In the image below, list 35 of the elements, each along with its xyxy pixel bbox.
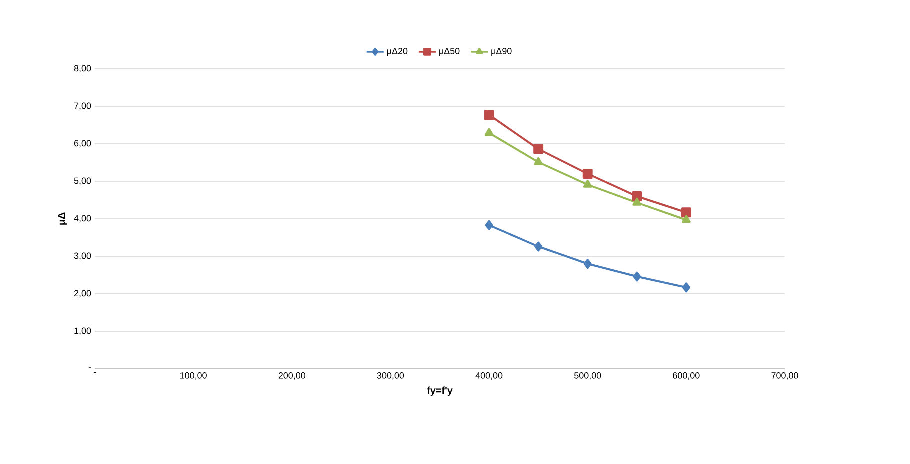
point [534, 144, 544, 154]
legend-label: μΔ90 [492, 48, 512, 56]
y-axis-title: μΔ [58, 212, 68, 225]
point [682, 215, 691, 224]
y-tick-label: 3,00 [74, 252, 92, 260]
legend-label: μΔ20 [387, 48, 408, 56]
x-tick-label: 300,00 [377, 372, 404, 380]
x-tick-label: 200,00 [278, 372, 306, 380]
point [534, 242, 543, 252]
point [582, 169, 593, 179]
point [632, 198, 642, 206]
x-tick-label: 600,00 [673, 372, 700, 380]
point [484, 128, 494, 136]
y-tick-label: 1,00 [74, 328, 92, 336]
point [485, 220, 494, 230]
legend-label: μΔ50 [440, 48, 460, 56]
x-tick-label: 500,00 [574, 372, 602, 380]
point [583, 180, 592, 188]
point [633, 272, 642, 282]
x-tick-label: 100,00 [180, 372, 207, 380]
point [484, 110, 494, 120]
y-tick-label: 6,00 [74, 140, 92, 148]
point [682, 282, 690, 293]
point [534, 157, 544, 166]
x-axis-title: fy=f'y [427, 386, 453, 396]
x-tick-label: - [94, 372, 96, 374]
y-tick-label: 5,00 [74, 178, 92, 186]
y-tick-label: 7,00 [74, 102, 92, 110]
y-tick-label: 8,00 [74, 65, 92, 73]
y-tick-label: 4,00 [74, 215, 92, 223]
x-tick-label: 400,00 [476, 372, 503, 380]
point [681, 208, 692, 218]
point [584, 259, 592, 269]
x-tick-label: 700,00 [772, 372, 798, 380]
y-tick-label: 2,00 [74, 290, 92, 298]
